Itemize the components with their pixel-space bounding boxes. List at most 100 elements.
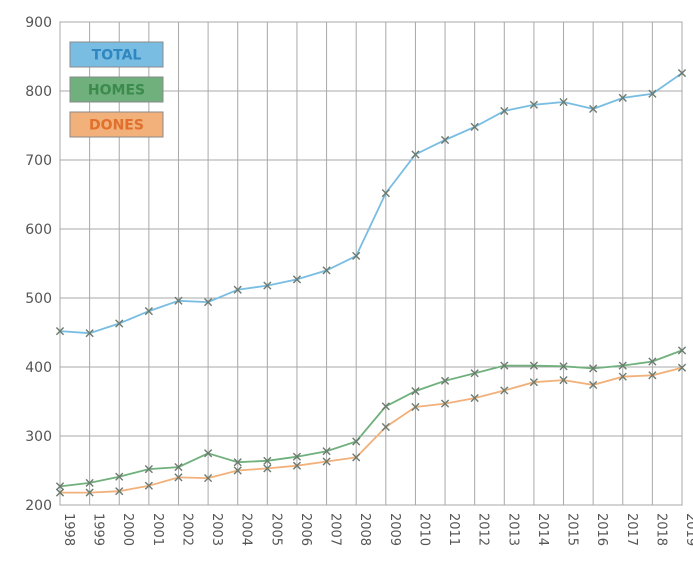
data-point — [381, 422, 390, 432]
x-tick-label: 2006 — [298, 513, 313, 546]
legend-label-total: TOTAL — [92, 48, 142, 64]
data-point — [677, 363, 687, 372]
x-tick-label: 1998 — [61, 513, 76, 546]
data-point — [500, 106, 509, 116]
x-tick-label: 2000 — [120, 513, 135, 546]
data-point — [115, 319, 124, 328]
x-tick-label: 2017 — [624, 513, 639, 546]
x-tick-label: 2016 — [594, 513, 609, 546]
data-point — [589, 380, 598, 390]
series-line-homes — [59, 349, 683, 488]
data-point — [174, 296, 183, 305]
data-point — [144, 481, 153, 490]
data-point — [381, 189, 390, 198]
data-point — [352, 251, 361, 261]
x-tick-label: 2002 — [179, 513, 194, 546]
legend-label-dones: DONES — [89, 118, 144, 134]
x-tick-label: 2007 — [328, 513, 343, 546]
data-point — [529, 100, 538, 109]
y-tick-label: 700 — [25, 153, 52, 169]
x-tick-label: 2011 — [446, 513, 461, 546]
data-point — [559, 97, 568, 107]
data-point — [292, 275, 302, 284]
data-point — [440, 135, 450, 145]
data-point — [648, 371, 657, 380]
data-point — [529, 378, 538, 387]
data-point — [589, 104, 598, 114]
x-tick-label: 2009 — [387, 513, 402, 546]
y-tick-label: 900 — [25, 15, 52, 31]
data-point — [322, 266, 331, 275]
y-tick-label: 400 — [25, 360, 52, 376]
data-point — [411, 387, 420, 396]
data-point — [263, 456, 272, 465]
data-point — [618, 361, 627, 370]
data-point — [500, 361, 509, 370]
legend-swatch-total — [69, 41, 164, 68]
data-point — [55, 327, 65, 336]
data-point — [322, 457, 331, 466]
x-tick-label: 2019 — [683, 513, 693, 546]
data-point — [618, 93, 627, 102]
data-point — [233, 458, 242, 467]
data-point — [589, 364, 598, 373]
y-tick-label: 200 — [25, 498, 52, 514]
x-tick-label: 2013 — [505, 513, 520, 546]
data-point — [470, 393, 479, 403]
x-tick-label: 2001 — [150, 513, 165, 546]
data-point — [233, 466, 242, 475]
data-point — [352, 453, 361, 462]
series-line-total — [59, 72, 683, 335]
data-point — [204, 449, 213, 458]
x-tick-label: 2003 — [209, 513, 224, 546]
y-tick-label: 800 — [25, 84, 52, 100]
legend-swatch-homes — [69, 76, 164, 103]
data-point — [500, 386, 509, 395]
data-point — [381, 402, 390, 411]
y-tick-label: 500 — [25, 291, 52, 307]
x-tick-label: 1999 — [91, 513, 106, 546]
x-tick-label: 2015 — [565, 513, 580, 546]
x-tick-label: 2010 — [416, 513, 431, 546]
y-tick-label: 300 — [25, 429, 52, 445]
series-line-dones — [60, 366, 683, 494]
data-point — [648, 357, 657, 366]
data-point — [115, 472, 124, 481]
data-point — [648, 89, 657, 98]
data-point — [204, 298, 213, 307]
data-point — [559, 376, 568, 385]
data-point — [618, 372, 627, 381]
data-point — [144, 465, 153, 474]
data-point — [292, 461, 302, 470]
data-point — [352, 437, 361, 446]
data-point — [440, 376, 450, 385]
data-point — [677, 346, 687, 355]
data-point — [115, 487, 124, 496]
data-point — [85, 329, 94, 338]
data-point — [263, 281, 272, 290]
data-point — [233, 285, 242, 294]
data-point — [411, 150, 420, 159]
data-point — [144, 307, 153, 316]
data-point — [55, 488, 65, 497]
data-point — [559, 362, 568, 371]
data-point — [440, 399, 450, 408]
x-tick-label: 2005 — [268, 513, 283, 546]
x-tick-label: 2008 — [357, 513, 372, 546]
data-point — [174, 473, 183, 482]
y-tick-label: 600 — [25, 222, 52, 238]
x-tick-label: 2014 — [535, 513, 550, 546]
legend-swatch-dones — [69, 111, 164, 138]
data-point — [85, 488, 94, 497]
data-point — [322, 447, 331, 456]
x-tick-label: 2018 — [653, 513, 668, 546]
x-tick-label: 2004 — [239, 513, 254, 546]
data-point — [677, 68, 687, 78]
data-point — [55, 482, 65, 491]
legend-label-homes: HOMES — [88, 83, 145, 99]
data-point — [263, 464, 272, 473]
data-point — [411, 402, 420, 412]
data-point — [529, 361, 538, 370]
